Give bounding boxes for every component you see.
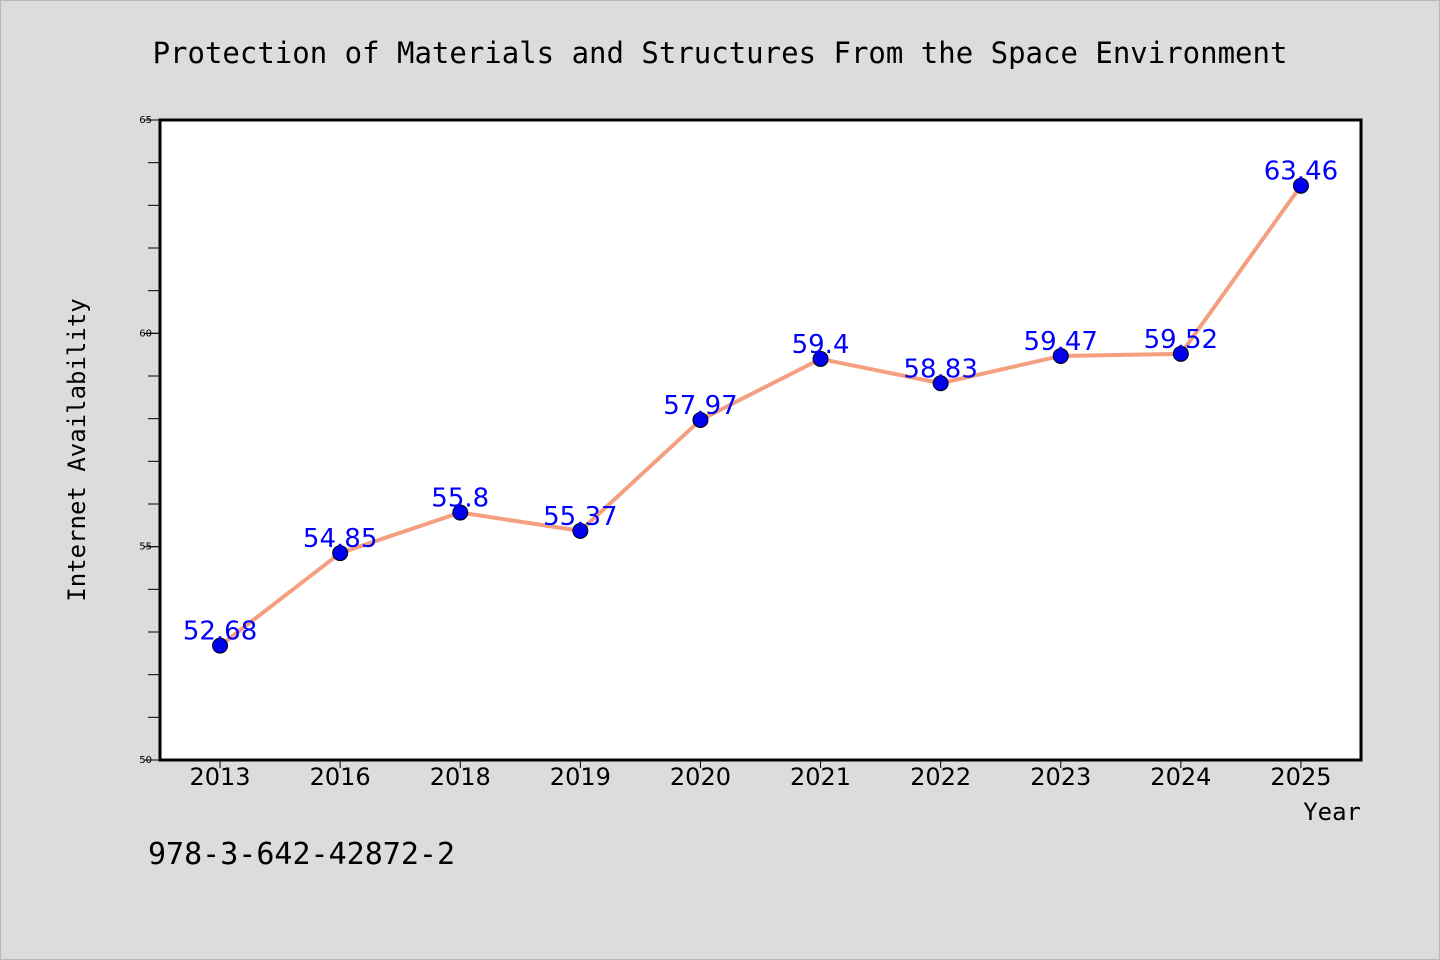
data-point (812, 350, 829, 367)
data-label: 55.8 (431, 484, 489, 514)
y-tick-label: 60 (139, 328, 152, 339)
y-tick-label: 55 (139, 542, 152, 553)
footer-code: 978-3-642-42872-2 (148, 837, 455, 872)
data-label: 52.68 (183, 617, 257, 647)
data-label: 59.52 (1144, 325, 1218, 355)
data-label: 59.4 (792, 330, 850, 360)
x-tick-label: 2023 (1030, 763, 1091, 791)
data-point (1172, 345, 1189, 362)
data-point (332, 545, 349, 562)
data-point (932, 375, 949, 392)
x-tick-label: 2024 (1150, 763, 1211, 791)
chart-title: Protection of Materials and Structures F… (153, 36, 1288, 70)
data-label: 58.83 (903, 354, 977, 384)
x-tick-label: 2016 (310, 763, 371, 791)
data-label: 54.85 (303, 524, 377, 554)
x-tick-label: 2020 (670, 763, 731, 791)
series-line (218, 184, 1303, 648)
data-point (212, 637, 229, 654)
data-label: 63.46 (1264, 157, 1338, 187)
data-labels: 52.68 54.85 55.8 55.37 57.97 59.4 58.83 59.47 59… (183, 157, 1338, 647)
data-label: 55.37 (543, 502, 617, 532)
y-tick-label: 65 (139, 115, 152, 126)
x-tick-label: 2018 (430, 763, 491, 791)
y-axis-label: Internet Availability (63, 298, 91, 601)
y-tick-label: 50 (139, 755, 152, 766)
data-point (572, 522, 589, 539)
x-tick-label: 2025 (1270, 763, 1331, 791)
data-label: 57.97 (663, 391, 737, 421)
x-tick-label: 2019 (550, 763, 611, 791)
data-point (452, 504, 469, 521)
x-axis: 2013 2016 2018 2019 2020 2021 2022 2023 2024 2025 (190, 760, 1331, 791)
x-tick-label: 2022 (910, 763, 971, 791)
x-axis-label: Year (1303, 798, 1361, 826)
series-layer (212, 177, 1309, 654)
data-label: 59.47 (1024, 327, 1098, 357)
data-point (692, 411, 709, 428)
plot-area (158, 118, 1363, 762)
data-point (1052, 347, 1069, 364)
y-axis: 50 55 60 65 (139, 115, 160, 766)
data-point (1292, 177, 1309, 194)
x-tick-label: 2013 (190, 763, 251, 791)
x-tick-label: 2021 (790, 763, 851, 791)
